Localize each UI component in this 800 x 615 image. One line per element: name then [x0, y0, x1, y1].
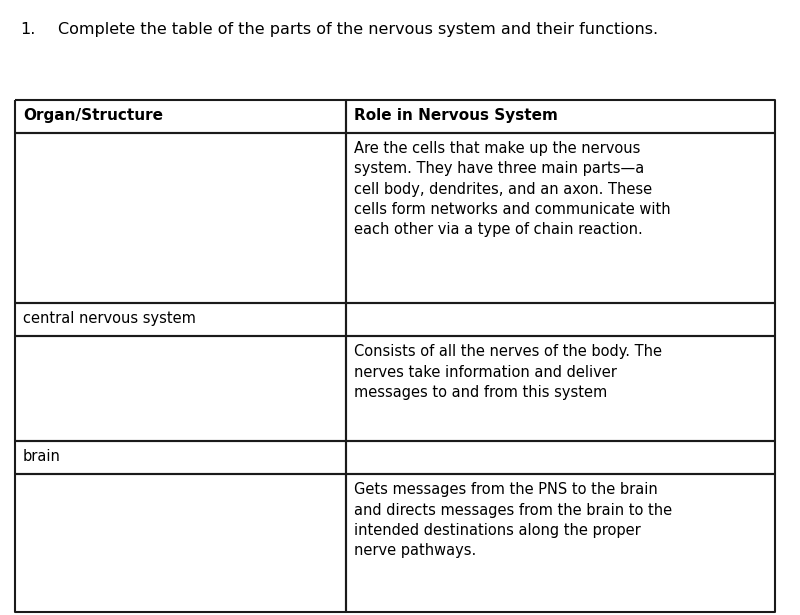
Text: Organ/Structure: Organ/Structure — [23, 108, 163, 123]
Text: central nervous system: central nervous system — [23, 311, 196, 327]
Text: Are the cells that make up the nervous
system. They have three main parts—a
cell: Are the cells that make up the nervous s… — [354, 141, 670, 237]
Text: Gets messages from the PNS to the brain
and directs messages from the brain to t: Gets messages from the PNS to the brain … — [354, 482, 672, 558]
Text: 1.: 1. — [20, 22, 35, 37]
Text: Role in Nervous System: Role in Nervous System — [354, 108, 558, 123]
Text: brain: brain — [23, 450, 61, 464]
Text: Complete the table of the parts of the nervous system and their functions.: Complete the table of the parts of the n… — [58, 22, 658, 37]
Text: Consists of all the nerves of the body. The
nerves take information and deliver
: Consists of all the nerves of the body. … — [354, 344, 662, 400]
